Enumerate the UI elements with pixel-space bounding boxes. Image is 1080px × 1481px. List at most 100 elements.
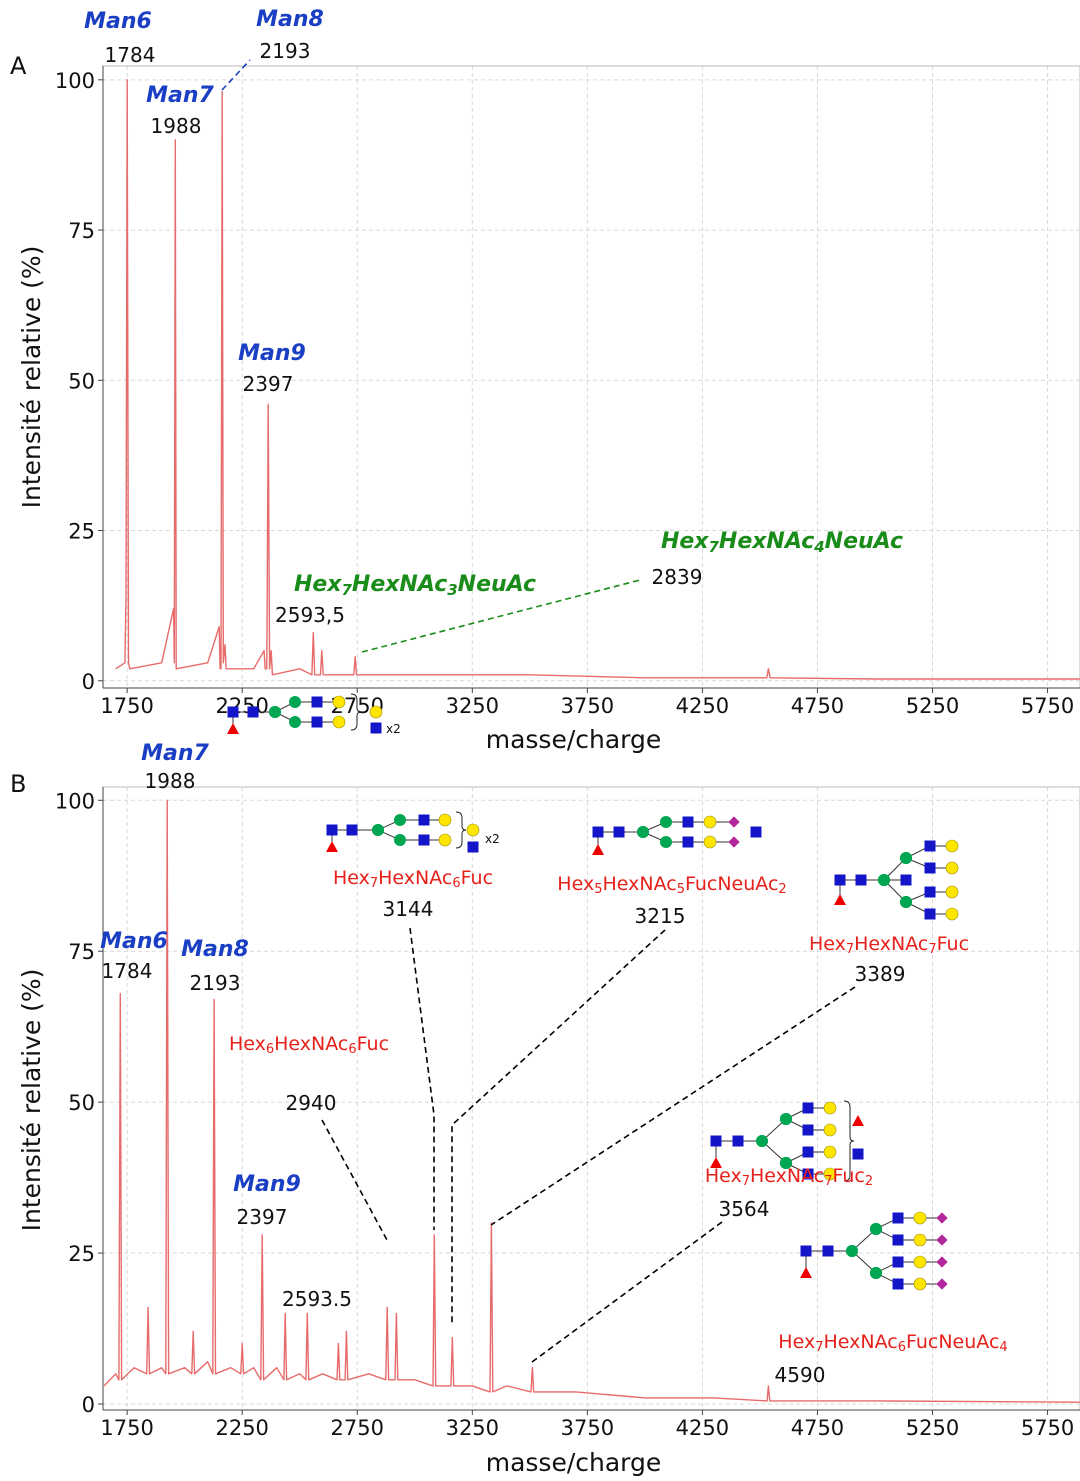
annotation-name: Hex6HexNAc6Fuc [229,1033,389,1057]
annotation-mz: 2397 [237,1205,288,1229]
spectrum-line [115,79,1080,680]
glycan-glcnac [613,826,625,838]
glycan-glcnac [834,874,846,886]
x-tick-label: 4750 [791,1416,844,1440]
glycan-galactose [913,1277,927,1291]
glycan-glcnac [892,1212,904,1224]
annotation-name-part: Hex [294,572,342,597]
annotation-name-part: Fuc [461,867,493,889]
annotation-note: x2 [386,722,401,736]
glycan-glcnac [247,706,259,718]
annotation-name-part: HexNAc [823,1331,897,1353]
annotation-name-part: NeuAc [458,572,536,597]
annotation-name-part: HexNAc [719,529,814,554]
x-axis-label: masse/charge [486,725,662,754]
annotation-mz: 3564 [719,1197,770,1221]
annotation-name: Hex7HexNAc6Fuc [333,867,493,891]
annotation-name-part: Fuc [937,933,969,955]
glycan-galactose [913,1255,927,1269]
annotation-name-part: HexNAc [352,572,447,597]
annotation-name-part: 5 [594,882,602,897]
annotation-name: Hex7HexNAc3NeuAc [294,572,536,599]
annotation-name-part: 4 [999,1340,1007,1355]
glycan-galactose [369,705,383,719]
annotation-name: Hex5HexNAc5FucNeuAc2 [557,873,786,897]
annotation-name-part: Hex [661,529,709,554]
annotation-name: Hex7HexNAc6FucNeuAc4 [778,1331,1007,1355]
y-tick-label: 100 [55,789,95,813]
annotation-mz: 4590 [775,1363,826,1387]
glycan-galactose [945,861,959,875]
glycan-glcnac [418,814,430,826]
annotation-mz: 3215 [635,904,686,928]
glycan-glcnac [822,1245,834,1257]
y-tick-label: 50 [68,1091,95,1115]
glycan-bond [883,845,952,881]
annotation-name-part: FucNeuAc [906,1331,999,1353]
leader-line [451,929,666,1325]
glycan-galactose [945,885,959,899]
glycan-mannose [372,824,384,836]
glycan-bond [875,1228,942,1241]
glycan-glcnac [592,826,604,838]
annotation-name-part: HexNAc [854,933,928,955]
annotation-note: x2 [485,832,500,846]
glycan-fucose [227,723,239,734]
annotation-name-part: 7 [742,1174,750,1189]
plot-area [102,65,1080,689]
glycan-glcnac [892,1256,904,1268]
glycan-galactose [913,1233,927,1247]
annotation-name-part: Man8 [181,937,249,962]
annotation-name-part: HexNAc [274,1033,348,1055]
glycan-glcnac [227,706,239,718]
annotation-name-part: Man6 [84,9,152,34]
annotation-name: Man7 [141,741,209,766]
glycan-neuac [936,1278,948,1290]
annotation-name-part: 6 [452,876,460,891]
spectrum-line [103,799,1080,1403]
annotation-name-part: Man9 [238,341,306,366]
glycan-mannose [289,696,301,708]
glycan-glcnac [682,836,694,848]
annotation-name-part: Fuc [833,1165,865,1187]
x-tick-label: 1750 [100,694,153,718]
annotation-name-part: 7 [341,581,352,599]
glycan-mannose [289,716,301,728]
glycan-glcnac [802,1146,814,1158]
glycan-glcnac [802,1102,814,1114]
x-tick-label: 2250 [215,694,268,718]
y-axis-label: Intensité relative (%) [17,246,46,509]
glycan-mannose [660,836,672,848]
glycan-mannose [900,852,912,864]
glycan-glcnac [900,874,912,886]
glycan-glcnac [924,886,936,898]
y-axis-label: Intensité relative (%) [17,969,46,1232]
glycan-glcnac [924,840,936,852]
glycan-glcnac [892,1278,904,1290]
annotation-name: Man6 [84,9,152,34]
glycan-galactose [703,815,717,829]
x-tick-label: 1750 [100,1416,153,1440]
annotation-name-part: 7 [708,538,719,556]
annotation-mz: 2593,5 [275,603,345,627]
glycan-glcnac [852,1148,864,1160]
annotation-name-part: Man7 [141,741,209,766]
glycan-neuac [936,1256,948,1268]
annotation-mz: 3144 [383,897,434,921]
glycan-fucose [710,1157,722,1168]
annotation-name: Man9 [233,1172,301,1197]
glycan-neuac [728,836,740,848]
annotation-name: Hex7HexNAc4NeuAc [661,529,903,556]
glycan-glcnac [802,1168,814,1180]
glycan-fucose [800,1267,812,1278]
annotation-mz: 2397 [243,372,294,396]
leader-line [409,927,435,1230]
glycan-brace [350,693,362,731]
glycan-fucose [592,844,604,855]
glycan-mannose [780,1157,792,1169]
glycan-galactose [823,1167,837,1181]
x-tick-label: 3250 [446,1416,499,1440]
y-tick-label: 50 [68,369,95,393]
glycan-galactose [332,715,346,729]
